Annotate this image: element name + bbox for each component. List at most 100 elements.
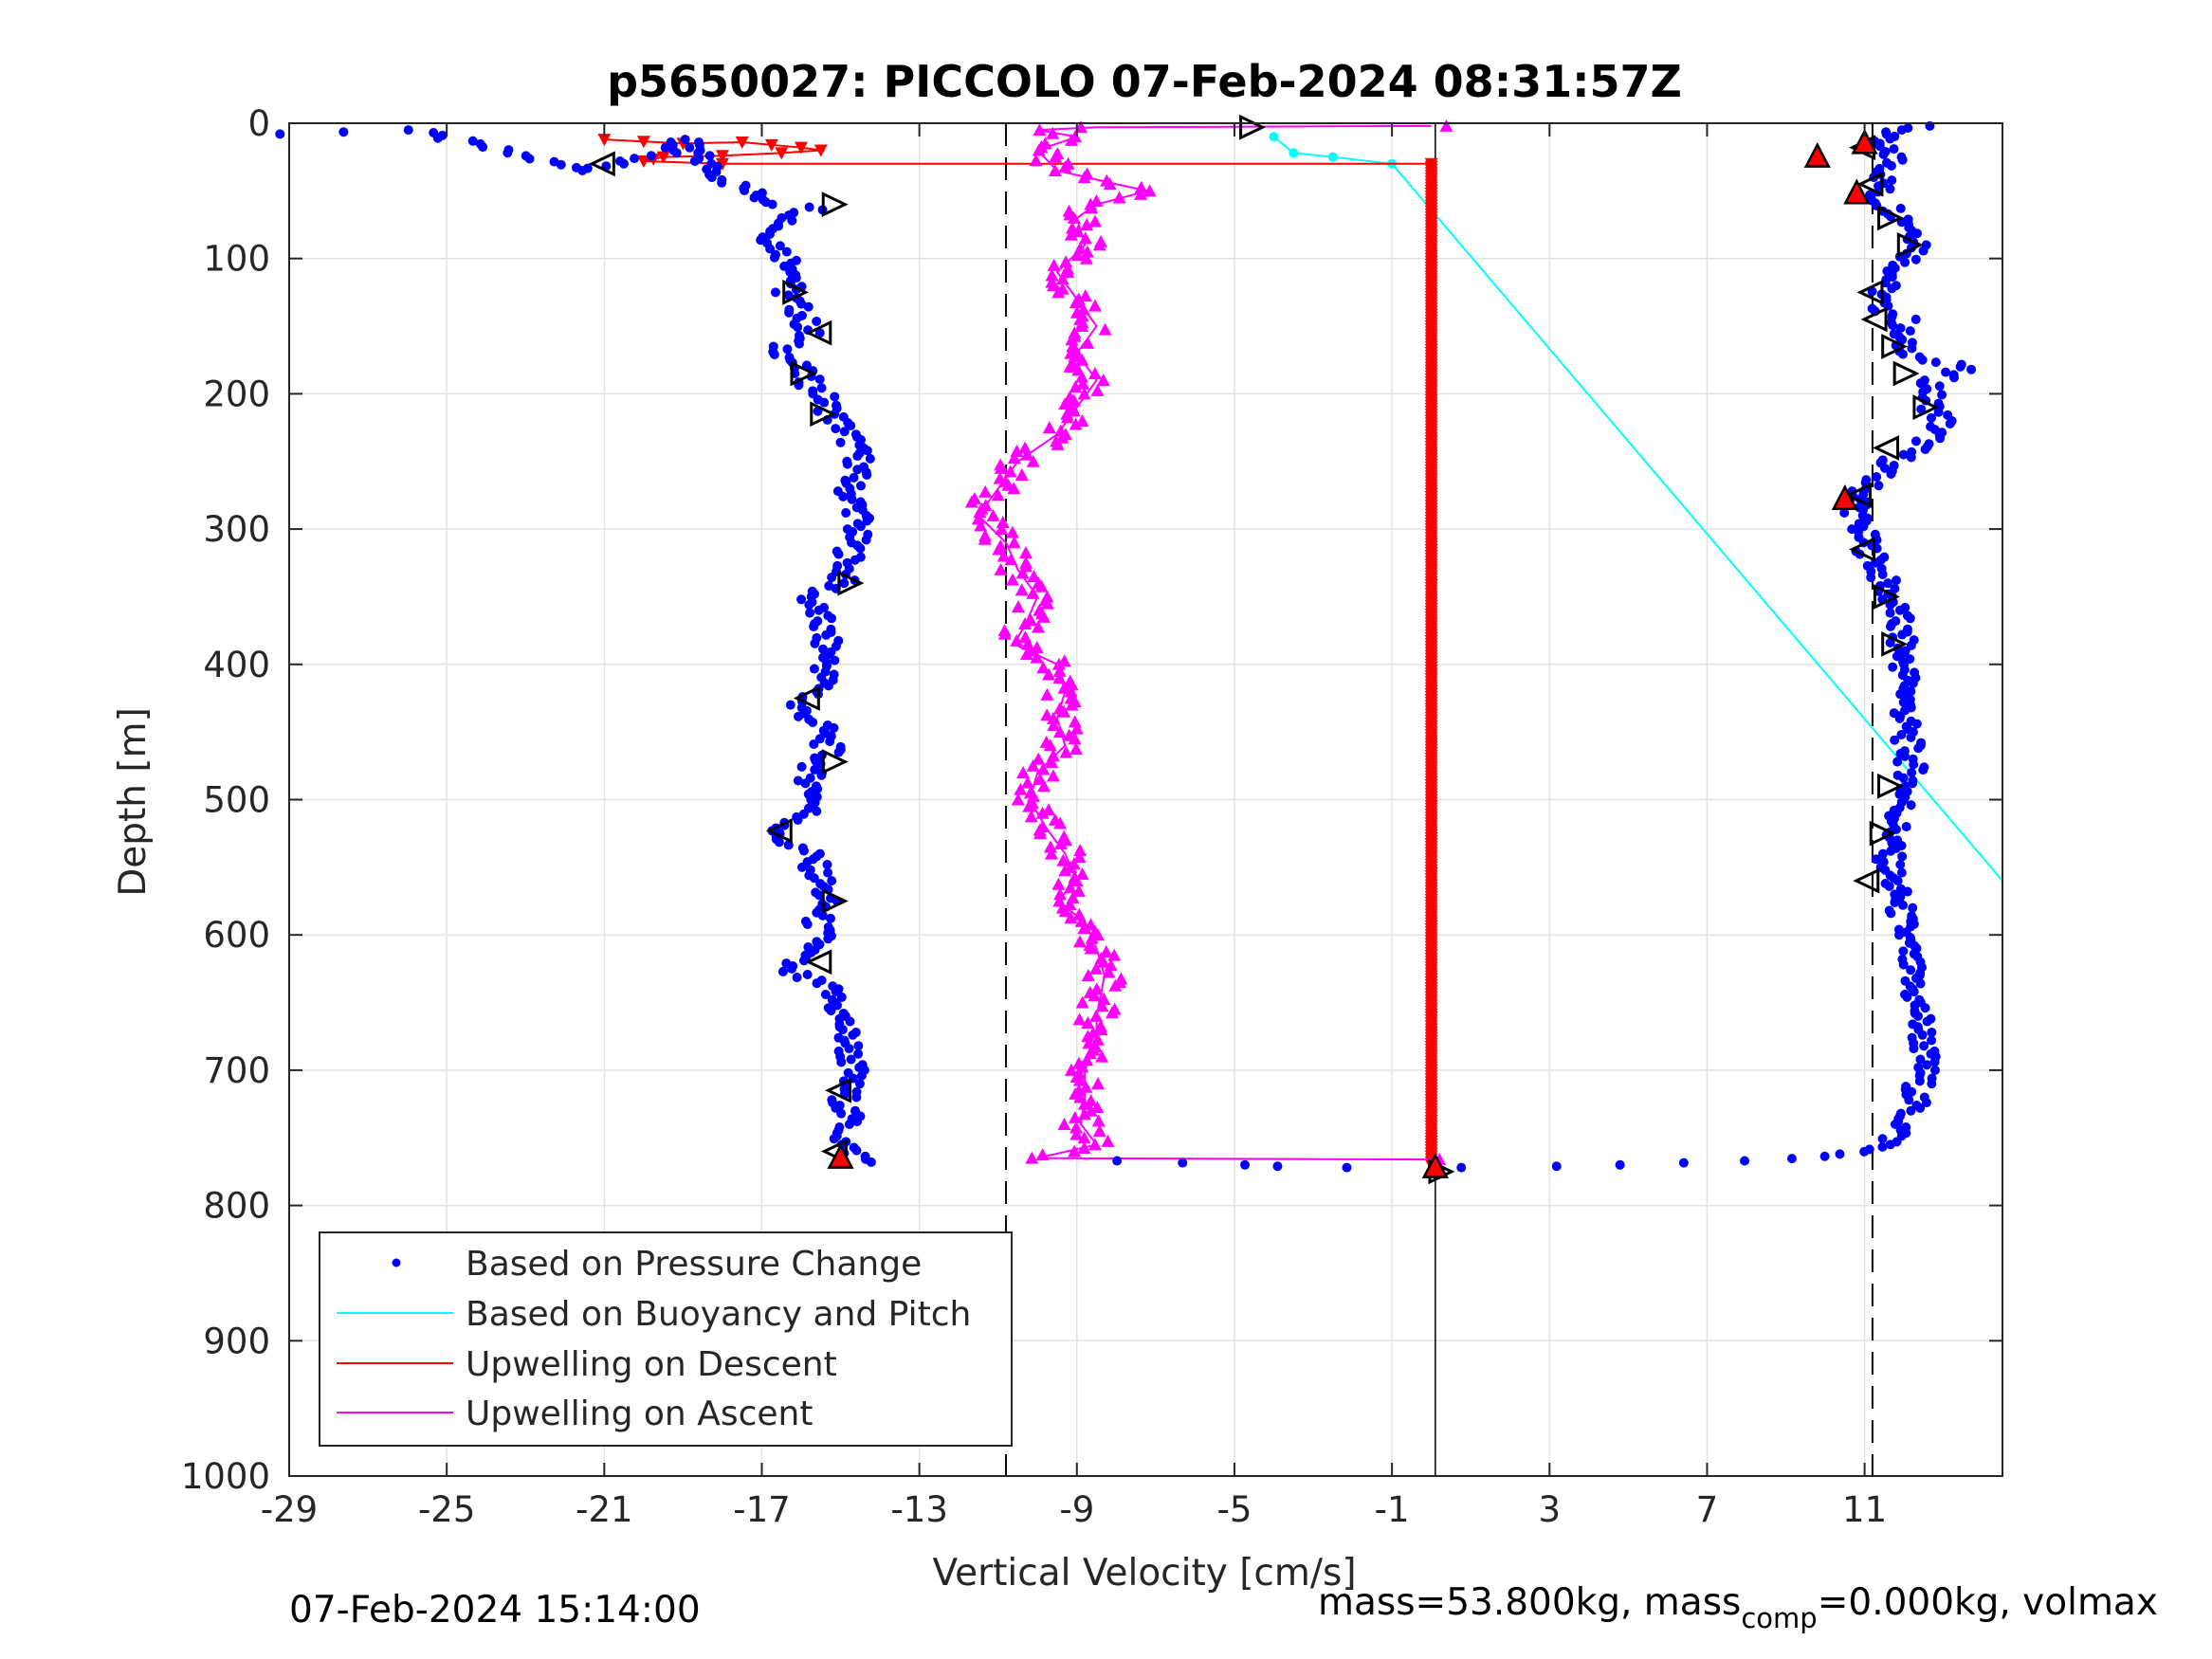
pressure-dot: [782, 344, 793, 355]
ascent-marker: [1046, 769, 1060, 782]
ascent-marker: [964, 495, 978, 508]
pressure-dot: [1890, 583, 1900, 593]
pressure-dot: [785, 700, 795, 710]
x-tick-label: -21: [576, 1489, 632, 1530]
ascent-marker: [1081, 336, 1095, 349]
ascent-marker: [1052, 671, 1067, 684]
pressure-dot: [855, 521, 866, 532]
pressure-dot: [814, 328, 825, 338]
pressure-dot: [1906, 686, 1916, 697]
pressure-dot: [1885, 134, 1895, 144]
ascent-marker: [1089, 961, 1104, 975]
pressure-dot: [478, 142, 488, 153]
ascent-marker: [991, 488, 1005, 501]
pressure-dot: [836, 1057, 847, 1067]
pressure-dot: [825, 737, 835, 747]
pressure-dot: [1933, 407, 1944, 417]
descent-marker: [735, 136, 749, 149]
pressure-dot: [809, 873, 819, 884]
pressure-dot: [1872, 472, 1882, 483]
ascent-marker: [1055, 272, 1069, 285]
ascent-marker: [1072, 1073, 1087, 1086]
glide-marker: [1869, 820, 1896, 847]
pressure-dot: [1909, 759, 1919, 770]
pressure-dot: [802, 919, 813, 929]
ascent-marker: [1036, 661, 1051, 674]
ascent-marker: [1069, 380, 1083, 393]
ascent-marker: [1072, 1012, 1087, 1026]
pressure-dot: [1912, 228, 1923, 239]
ascent-marker: [1089, 1009, 1104, 1022]
pressure-dot: [787, 963, 797, 974]
pressure-dot: [853, 1048, 864, 1059]
pressure-dot: [824, 581, 834, 592]
pressure-dot: [1898, 449, 1909, 460]
pressure-dot: [1927, 1079, 1937, 1089]
pressure-dot: [1902, 886, 1912, 897]
pressure-dot: [832, 1000, 843, 1011]
pressure-dot: [837, 1025, 848, 1035]
ascent-marker: [1096, 374, 1110, 387]
pressure-dot: [862, 470, 872, 481]
pressure-dot: [1888, 662, 1898, 672]
ascent-marker: [1065, 678, 1079, 691]
pressure-dot: [822, 859, 832, 869]
ascent-marker: [1088, 989, 1102, 1002]
ascent-marker: [1033, 827, 1048, 840]
footer-mass-info: mass=53.800kg, masscomp=0.000kg, volmax: [1318, 1581, 2158, 1634]
pressure-dot: [1839, 507, 1850, 518]
ascent-marker: [1074, 319, 1088, 333]
footer-mass-text-end: =0.000kg, volmax: [1817, 1581, 2158, 1624]
ascent-marker: [1052, 664, 1067, 677]
pressure-dot: [861, 535, 871, 545]
pressure-dot: [839, 427, 850, 437]
pressure-dot: [1880, 463, 1891, 473]
pressure-dot: [783, 290, 794, 301]
pressure-dot: [1897, 900, 1908, 910]
pressure-dot: [814, 605, 824, 615]
pressure-dot: [846, 421, 856, 431]
ascent-marker: [1081, 1030, 1095, 1043]
pressure-dot: [1906, 452, 1916, 463]
pressure-dot: [1955, 361, 1965, 372]
red-up-marker: [1421, 1152, 1449, 1178]
ascent-marker: [1032, 752, 1046, 765]
pressure-dot: [1871, 854, 1881, 865]
ascent-marker: [1007, 482, 1021, 495]
pressure-dot: [831, 424, 841, 434]
ascent-marker: [1068, 1144, 1082, 1158]
pressure-dot: [403, 125, 413, 136]
ascent-marker: [1069, 741, 1083, 755]
pressure-dot: [862, 516, 872, 526]
pressure-dot: [814, 734, 825, 744]
pressure-dot: [582, 163, 593, 173]
x-tick-label: 11: [1842, 1489, 1887, 1530]
x-axis-label: Vertical Velocity [cm/s]: [932, 1552, 1356, 1595]
chart-title: p5650027: PICCOLO 07-Feb-2024 08:31:57Z: [607, 56, 1682, 107]
pressure-dot: [1874, 481, 1884, 491]
red-up-marker: [1803, 141, 1831, 168]
pressure-dot: [1918, 765, 1929, 775]
pressure-dot: [1966, 364, 1977, 374]
ascent-marker: [1057, 681, 1071, 694]
ascent-marker: [1003, 465, 1017, 478]
glide-marker: [837, 570, 865, 596]
ascent-marker: [1077, 1107, 1091, 1121]
pressure-dot: [1902, 992, 1912, 1002]
ascent-marker: [994, 461, 1008, 474]
pressure-dot: [836, 992, 847, 1002]
pressure-dot: [1906, 1105, 1916, 1116]
pressure-dot: [844, 1044, 854, 1054]
glide-marker: [1877, 773, 1905, 799]
y-axis-label: Depth [m]: [112, 707, 155, 897]
ascent-marker: [1005, 525, 1019, 538]
pressure-dot: [1892, 757, 1903, 767]
pressure-dot: [1948, 373, 1959, 383]
glide-marker: [1856, 171, 1884, 197]
pressure-dot: [1887, 175, 1897, 186]
pressure-dot: [830, 655, 840, 665]
footer-mass-subscript: comp: [1741, 1602, 1818, 1634]
y-tick-label: 100: [203, 239, 270, 280]
x-tick-label: -13: [890, 1489, 947, 1530]
ascent-marker: [1099, 945, 1113, 958]
